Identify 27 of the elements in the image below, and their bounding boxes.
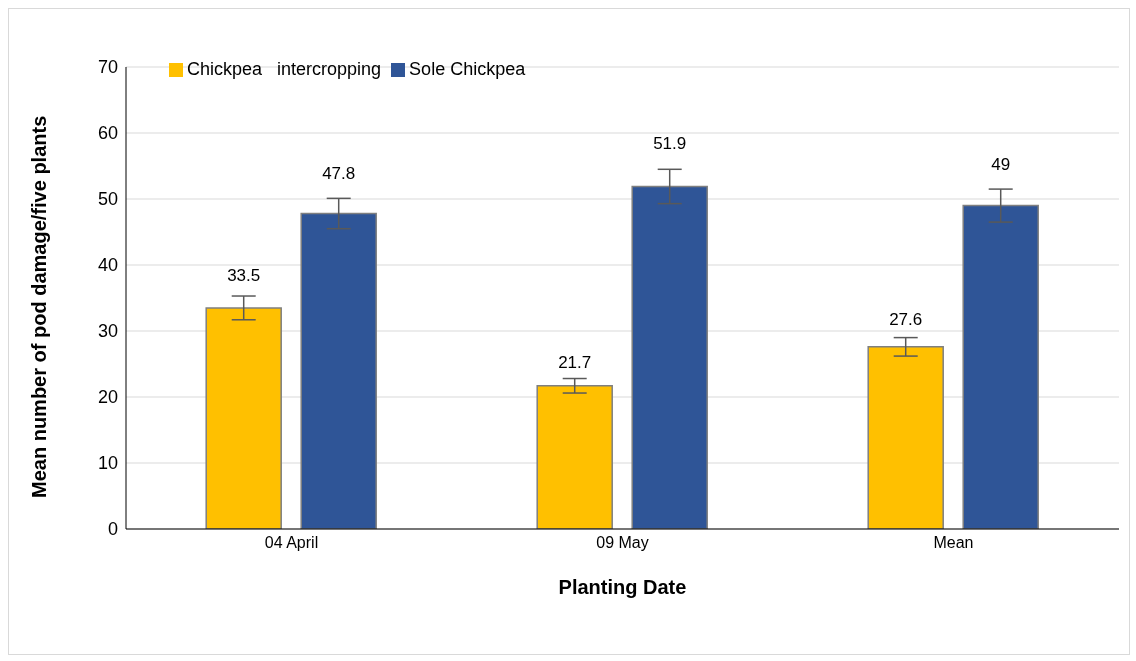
- y-axis-title: Mean number of pod damage/five plants: [28, 115, 51, 498]
- y-tick-label: 60: [97, 123, 118, 144]
- x-tick-label: 04 April: [264, 534, 319, 552]
- data-label: 49: [991, 154, 1011, 174]
- data-label: 33.5: [227, 266, 261, 286]
- bar: [205, 307, 282, 529]
- y-tick-label: 40: [97, 255, 118, 276]
- y-tick-label: 10: [97, 453, 118, 474]
- y-tick-label: 20: [97, 387, 118, 408]
- bar: [962, 204, 1039, 529]
- y-tick-label: 70: [97, 57, 118, 78]
- bar: [536, 385, 613, 529]
- x-tick-label: 09 May: [596, 534, 649, 552]
- x-tick-label: Mean: [933, 534, 974, 552]
- data-label: 27.6: [889, 309, 923, 329]
- y-tick-label: 0: [107, 519, 118, 540]
- legend-label: Sole Chickpea: [409, 59, 526, 79]
- data-label: 47.8: [322, 164, 356, 184]
- legend-label: Chickpea intercropping: [187, 59, 382, 79]
- x-axis-title: Planting Date: [558, 576, 687, 598]
- y-tick-label: 50: [97, 189, 118, 210]
- bar: [867, 346, 944, 529]
- bar: [631, 185, 708, 529]
- bar: [300, 212, 377, 529]
- data-label: 21.7: [558, 352, 592, 372]
- y-tick-label: 30: [97, 321, 118, 342]
- data-label: 51.9: [653, 133, 687, 153]
